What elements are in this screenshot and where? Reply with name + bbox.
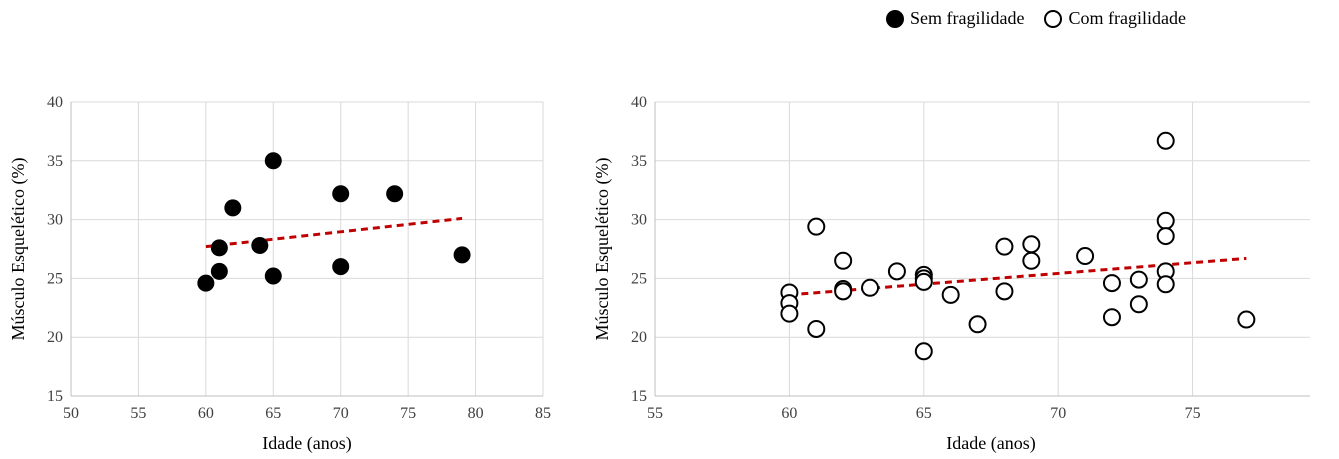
data-point: [834, 251, 853, 270]
x-tick-label: 70: [1050, 405, 1066, 422]
x-tick-label: 75: [1185, 405, 1201, 422]
y-tick-label: 35: [631, 153, 647, 170]
data-point: [224, 199, 242, 217]
data-point: [914, 272, 933, 291]
data-point: [1102, 308, 1121, 327]
y-axis-title: Músculo Esquelético (%): [592, 158, 613, 341]
y-tick-label: 15: [47, 388, 63, 405]
data-point: [1129, 295, 1148, 314]
y-tick-label: 40: [631, 94, 647, 111]
data-point: [1156, 275, 1175, 294]
y-tick-label: 15: [631, 388, 647, 405]
data-point: [1129, 270, 1148, 289]
data-point: [197, 274, 215, 292]
data-point: [941, 285, 960, 304]
data-point: [807, 217, 826, 236]
y-tick-label: 40: [47, 94, 63, 111]
y-tick-label: 25: [47, 270, 63, 287]
x-tick-label: 55: [130, 405, 146, 422]
data-point: [861, 278, 880, 297]
y-axis-title: Músculo Esquelético (%): [8, 158, 29, 341]
x-axis-title: Idade (anos): [946, 433, 1035, 454]
y-tick-label: 20: [47, 329, 63, 346]
x-tick-label: 85: [535, 405, 551, 422]
data-point: [210, 262, 228, 280]
data-point: [1022, 251, 1041, 270]
data-point: [1156, 131, 1175, 150]
data-point: [1076, 247, 1095, 266]
x-tick-label: 50: [63, 405, 79, 422]
trendline: [789, 256, 1247, 297]
data-point: [914, 342, 933, 361]
data-point: [264, 152, 282, 170]
trendline: [205, 216, 463, 249]
chart-sem-fragilidade: 50 55 60 65 70 75 80 85 15 20 25 30 35 40 Idade (anos)…: [8, 94, 551, 454]
x-tick-label: 80: [468, 405, 484, 422]
data-point: [332, 185, 350, 203]
data-point: [887, 262, 906, 281]
x-tick-label: 55: [647, 405, 663, 422]
y-tick-label: 25: [631, 270, 647, 287]
y-tick-label: 30: [631, 212, 647, 229]
y-tick-label: 30: [47, 212, 63, 229]
data-point: [210, 239, 228, 257]
legend: Sem fragilidade Com fragilidade: [886, 8, 1206, 29]
data-point: [251, 236, 269, 254]
data-point: [453, 246, 471, 264]
y-tick-label: 35: [47, 153, 63, 170]
filled-circle-icon: [886, 9, 904, 28]
legend-item-sem-fragilidade: Sem fragilidade: [886, 8, 1024, 29]
open-circle-icon: [1044, 9, 1063, 28]
data-point: [995, 282, 1014, 301]
legend-label-com-fragilidade: Com fragilidade: [1068, 8, 1186, 28]
data-point: [968, 315, 987, 334]
data-point: [1237, 310, 1256, 329]
data-point: [1156, 211, 1175, 230]
data-point: [332, 258, 350, 276]
x-tick-label: 60: [781, 405, 797, 422]
data-point: [1156, 227, 1175, 246]
legend-item-com-fragilidade: Com fragilidade: [1044, 8, 1186, 29]
y-tick-label: 20: [631, 329, 647, 346]
data-point: [264, 267, 282, 285]
data-point: [780, 304, 799, 323]
x-tick-label: 65: [916, 405, 932, 422]
legend-label-sem-fragilidade: Sem fragilidade: [910, 8, 1025, 28]
data-point: [386, 185, 404, 203]
x-tick-label: 60: [198, 405, 214, 422]
data-point: [995, 237, 1014, 256]
x-tick-label: 65: [265, 405, 281, 422]
x-axis-title: Idade (anos): [262, 433, 351, 454]
chart-com-fragilidade: 556065707580152025303540Idade (anos)Músc…: [592, 94, 1310, 454]
data-point: [1102, 274, 1121, 293]
data-point: [807, 319, 826, 338]
data-point: [834, 282, 853, 301]
data-point: [1022, 235, 1041, 254]
x-tick-label: 75: [400, 405, 416, 422]
x-tick-label: 70: [333, 405, 349, 422]
